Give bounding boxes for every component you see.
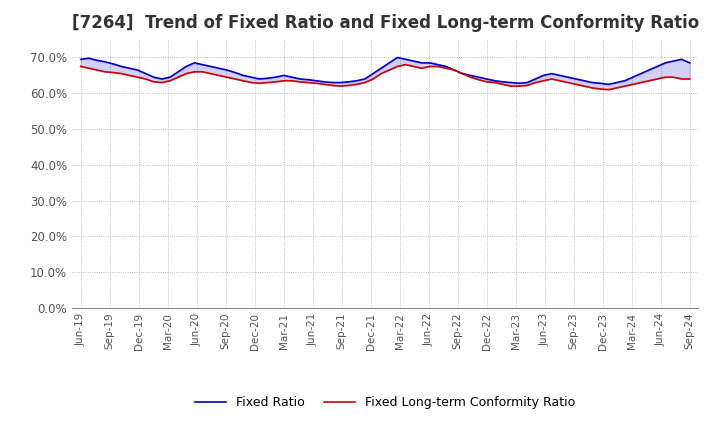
Fixed Long-term Conformity Ratio [474, 77, 483, 82]
Fixed Ratio [393, 55, 402, 60]
Fixed Long-term Conformity Ratio [572, 82, 580, 87]
Fixed Long-term Conformity Ratio [401, 62, 410, 67]
Line: Fixed Ratio: Fixed Ratio [81, 58, 690, 84]
Fixed Long-term Conformity Ratio [287, 78, 296, 84]
Fixed Ratio [685, 60, 694, 66]
Fixed Ratio [133, 67, 142, 73]
Fixed Ratio [287, 74, 296, 80]
Fixed Long-term Conformity Ratio [685, 76, 694, 81]
Fixed Ratio [474, 74, 483, 80]
Fixed Long-term Conformity Ratio [490, 80, 499, 85]
Fixed Long-term Conformity Ratio [604, 87, 613, 92]
Fixed Long-term Conformity Ratio [76, 64, 85, 69]
Fixed Ratio [401, 57, 410, 62]
Fixed Long-term Conformity Ratio [133, 74, 142, 80]
Fixed Ratio [490, 78, 499, 84]
Fixed Ratio [604, 82, 613, 87]
Legend: Fixed Ratio, Fixed Long-term Conformity Ratio: Fixed Ratio, Fixed Long-term Conformity … [190, 392, 580, 414]
Fixed Ratio [572, 76, 580, 81]
Fixed Long-term Conformity Ratio [393, 64, 402, 69]
Line: Fixed Long-term Conformity Ratio: Fixed Long-term Conformity Ratio [81, 65, 690, 90]
Fixed Ratio [76, 57, 85, 62]
Title: [7264]  Trend of Fixed Ratio and Fixed Long-term Conformity Ratio: [7264] Trend of Fixed Ratio and Fixed Lo… [71, 15, 699, 33]
